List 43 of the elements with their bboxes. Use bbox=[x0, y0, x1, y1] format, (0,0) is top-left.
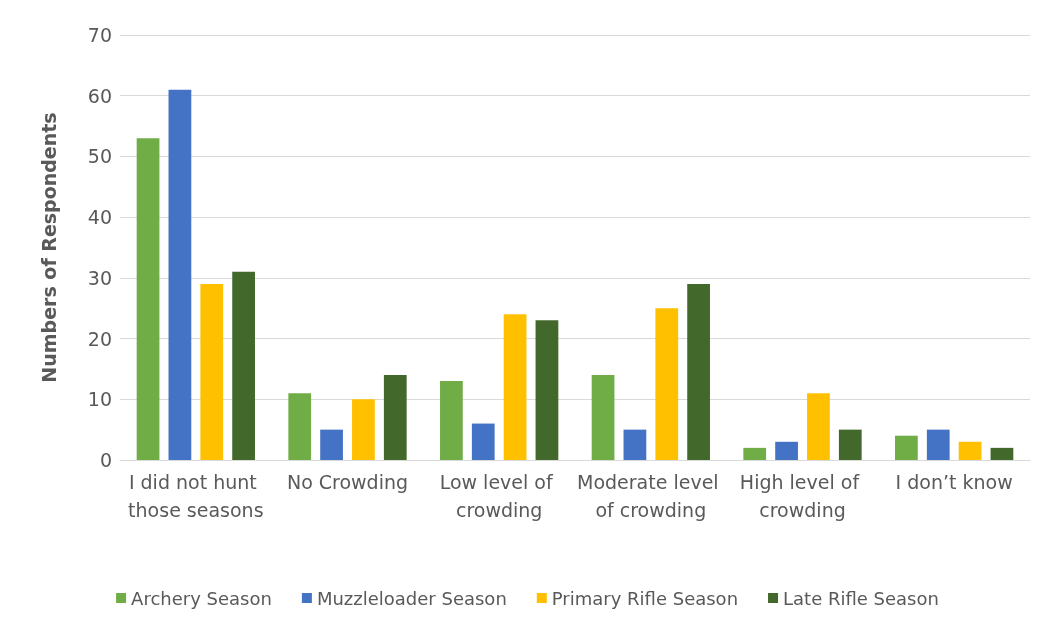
bar bbox=[320, 429, 343, 460]
bar bbox=[535, 320, 559, 460]
y-tick-label: 0 bbox=[99, 449, 112, 471]
bar bbox=[383, 375, 407, 460]
bar bbox=[352, 399, 375, 460]
bar bbox=[687, 283, 710, 460]
bar bbox=[895, 435, 918, 460]
bar bbox=[471, 423, 495, 460]
bar bbox=[232, 271, 255, 460]
x-tick-label: Moderate level of crowding bbox=[577, 471, 725, 521]
y-tick-label: 30 bbox=[87, 266, 112, 289]
bar bbox=[775, 441, 798, 460]
bar bbox=[440, 381, 463, 460]
bar bbox=[807, 393, 830, 460]
bar bbox=[200, 283, 224, 460]
y-tick-label: 10 bbox=[87, 388, 112, 411]
legend-label: Archery Season bbox=[131, 587, 272, 609]
bar bbox=[655, 308, 679, 460]
bar bbox=[288, 393, 312, 460]
bar bbox=[591, 375, 615, 460]
bar bbox=[168, 89, 192, 460]
bar bbox=[990, 447, 1014, 460]
legend-label: Primary Rifle Season bbox=[551, 587, 739, 609]
legend-label: Muzzleloader Season bbox=[316, 587, 507, 609]
y-tick-label: 60 bbox=[87, 84, 112, 107]
bar bbox=[743, 447, 767, 460]
legend-label: Late Rifle Season bbox=[783, 587, 939, 609]
y-tick-label: 20 bbox=[87, 327, 112, 350]
bar bbox=[926, 429, 950, 460]
x-tick-label: High level of crowding bbox=[739, 471, 866, 521]
y-axis-title: Numbers of Respondents bbox=[37, 112, 60, 383]
x-tick-label: I don’t know bbox=[895, 471, 1013, 493]
bar bbox=[838, 429, 862, 460]
y-tick-label: 50 bbox=[87, 145, 112, 168]
bar bbox=[136, 138, 160, 460]
bar bbox=[958, 441, 982, 460]
y-tick-label: 70 bbox=[87, 24, 112, 46]
bar bbox=[503, 314, 527, 460]
x-tick-label: Low level of crowding bbox=[439, 471, 559, 521]
x-tick-label: No Crowding bbox=[286, 471, 409, 493]
y-tick-label: 40 bbox=[87, 206, 112, 229]
bar bbox=[623, 429, 647, 460]
x-tick-label: I did not hunt those seasons bbox=[128, 471, 264, 521]
